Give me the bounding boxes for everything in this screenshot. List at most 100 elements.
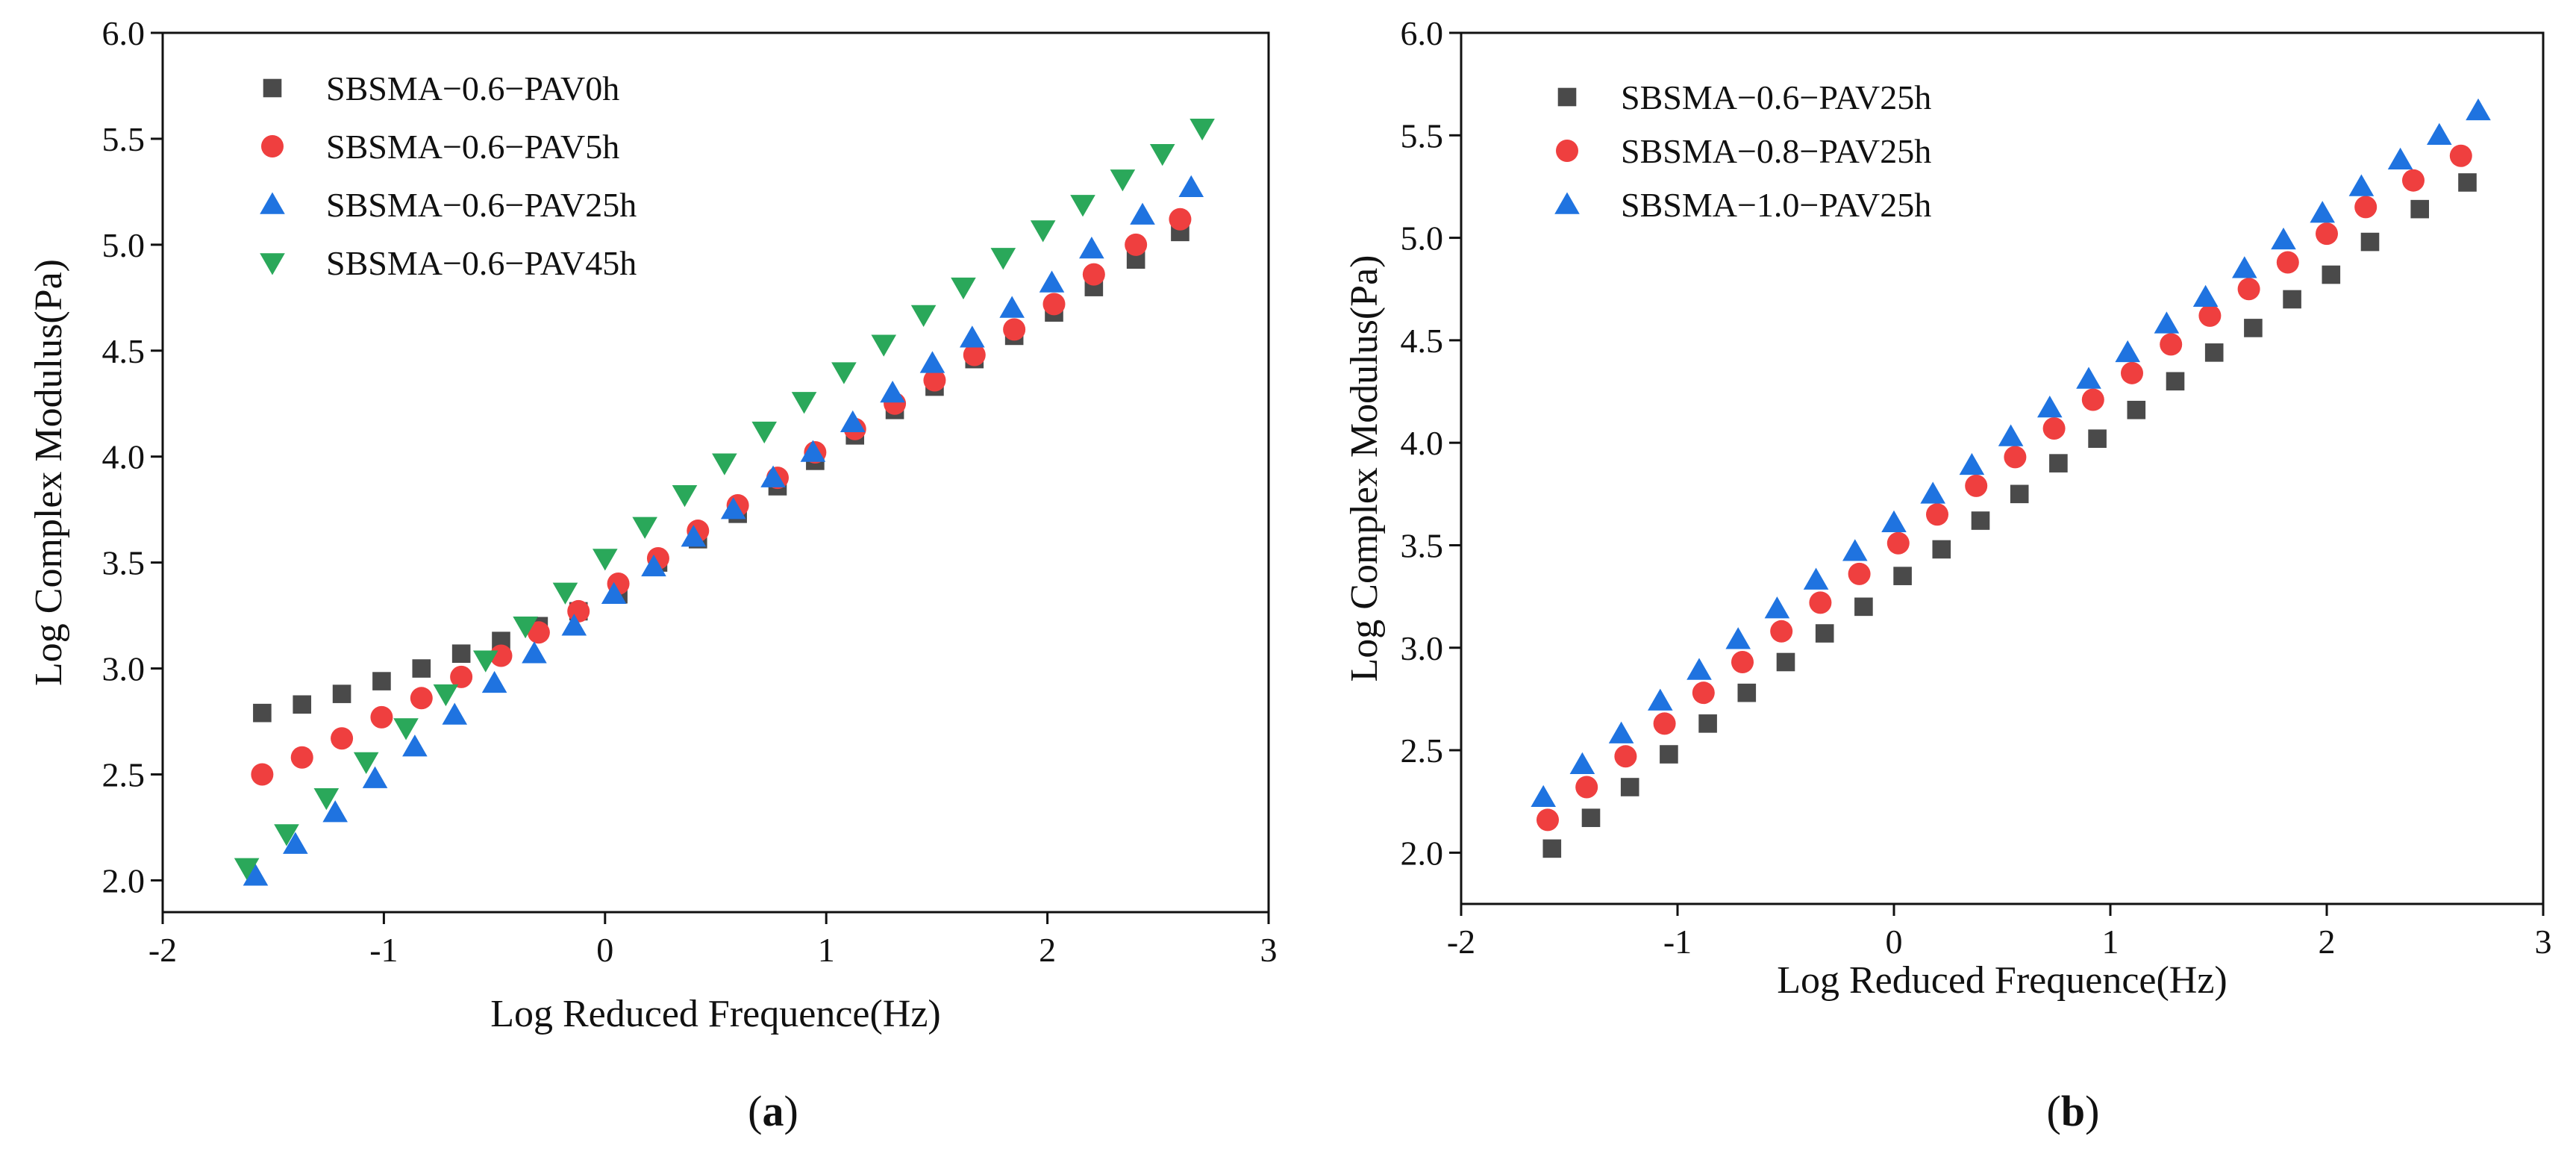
legend-marker <box>260 192 285 214</box>
data-point <box>332 684 351 703</box>
x-axis-title: Log Reduced Frequence(Hz) <box>490 993 941 1035</box>
data-point <box>1809 591 1832 614</box>
data-point <box>1776 652 1795 672</box>
data-point <box>2127 400 2146 419</box>
y-tick-label: 6.0 <box>1401 14 1444 52</box>
data-point <box>2198 304 2222 327</box>
series-4 <box>234 118 1215 880</box>
data-point <box>999 296 1025 318</box>
data-point <box>1971 511 1990 530</box>
y-tick-label: 3.0 <box>1401 629 1444 667</box>
data-point <box>274 824 299 846</box>
y-tick-label: 5.0 <box>1401 219 1444 258</box>
data-point <box>641 554 666 577</box>
legend-marker <box>1554 192 1580 214</box>
data-point <box>1815 624 1834 643</box>
data-point <box>2076 366 2101 389</box>
data-point <box>1070 195 1095 217</box>
data-point <box>1764 596 1790 619</box>
data-point <box>1770 620 1793 643</box>
data-point <box>2466 98 2491 121</box>
data-point <box>1803 567 1829 590</box>
legend-marker <box>1557 87 1577 107</box>
legend-entry-label: SBSMA−0.6−PAV45h <box>326 244 637 282</box>
data-point <box>2276 251 2299 274</box>
data-point <box>1854 597 1873 617</box>
data-point <box>1998 424 2024 446</box>
data-point <box>1920 481 1945 504</box>
panel-letter: b <box>2061 1087 2085 1135</box>
data-point <box>1614 745 1637 768</box>
data-point <box>522 641 547 664</box>
data-point <box>2354 196 2378 219</box>
data-point <box>2458 173 2477 192</box>
data-point <box>720 497 746 520</box>
y-tick-label: 2.0 <box>1401 834 1444 872</box>
x-tick-label: -1 <box>369 931 398 969</box>
data-point <box>2348 174 2375 196</box>
x-tick-label: 2 <box>2319 923 2336 961</box>
legend-marker <box>1556 140 1578 162</box>
data-point <box>960 325 985 348</box>
data-point <box>1698 714 1717 733</box>
data-point <box>481 670 507 693</box>
data-point <box>2010 484 2029 504</box>
data-point <box>1737 683 1757 702</box>
data-point <box>451 644 471 663</box>
legend-entry-label: SBSMA−0.6−PAV0h <box>326 69 619 107</box>
data-point <box>919 351 945 373</box>
data-point <box>2037 395 2063 418</box>
y-tick-label: 5.5 <box>1401 116 1444 155</box>
data-point <box>2271 227 2296 250</box>
data-point <box>990 248 1016 270</box>
data-point <box>2360 232 2380 252</box>
series-3 <box>1531 98 2491 807</box>
data-point <box>2192 284 2219 307</box>
series-2 <box>1536 144 2472 832</box>
data-point <box>1130 202 1155 225</box>
data-point <box>963 343 986 366</box>
data-point <box>410 687 433 710</box>
data-point <box>1725 627 1751 649</box>
data-point <box>2154 311 2180 334</box>
data-point <box>293 695 312 714</box>
data-point <box>1959 452 1985 475</box>
data-point <box>1536 808 1559 832</box>
data-point <box>2081 388 2104 411</box>
x-tick-label: 0 <box>596 931 613 969</box>
legend: SBSMA−0.6−PAV0h SBSMA−0.6−PAV5h SBSMA−0.6−… <box>260 69 637 282</box>
data-point <box>791 392 817 414</box>
data-point <box>2088 429 2107 448</box>
data-point <box>1542 839 1562 858</box>
x-tick-label: 1 <box>2102 923 2119 961</box>
data-point <box>2283 290 2301 309</box>
data-point <box>1926 503 1948 526</box>
data-point <box>1965 474 1988 497</box>
data-point <box>910 305 937 328</box>
data-point <box>1686 658 1712 680</box>
data-point <box>290 746 313 769</box>
x-tick-label: 0 <box>1886 923 1903 961</box>
data-point <box>1692 681 1715 705</box>
data-point <box>751 421 778 444</box>
data-point <box>1893 567 1912 585</box>
data-point <box>393 718 419 740</box>
data-point <box>593 549 618 571</box>
chart-panel-a: -2 -1 0 1 2 3 2.0 2.5 3.0 3.5 4.0 4.5 5.0 5.5 6.0 Log R… <box>28 14 1278 1135</box>
y-tick-label: 3.5 <box>1401 526 1444 564</box>
data-point <box>880 381 905 403</box>
data-point <box>672 485 698 508</box>
data-point <box>1030 220 1056 243</box>
data-point <box>372 672 391 690</box>
data-point <box>313 787 340 811</box>
data-point <box>1189 118 1215 141</box>
data-point <box>527 621 550 644</box>
y-tick-label: 4.0 <box>102 438 146 476</box>
y-axis-title: Log Complex Modulus(Pa) <box>1343 255 1386 682</box>
legend-entry-label: SBSMA−0.6−PAV25h <box>326 186 637 224</box>
data-point <box>2166 372 2185 391</box>
data-point <box>1581 808 1601 827</box>
data-point <box>1042 293 1066 316</box>
data-point <box>1842 539 1868 561</box>
